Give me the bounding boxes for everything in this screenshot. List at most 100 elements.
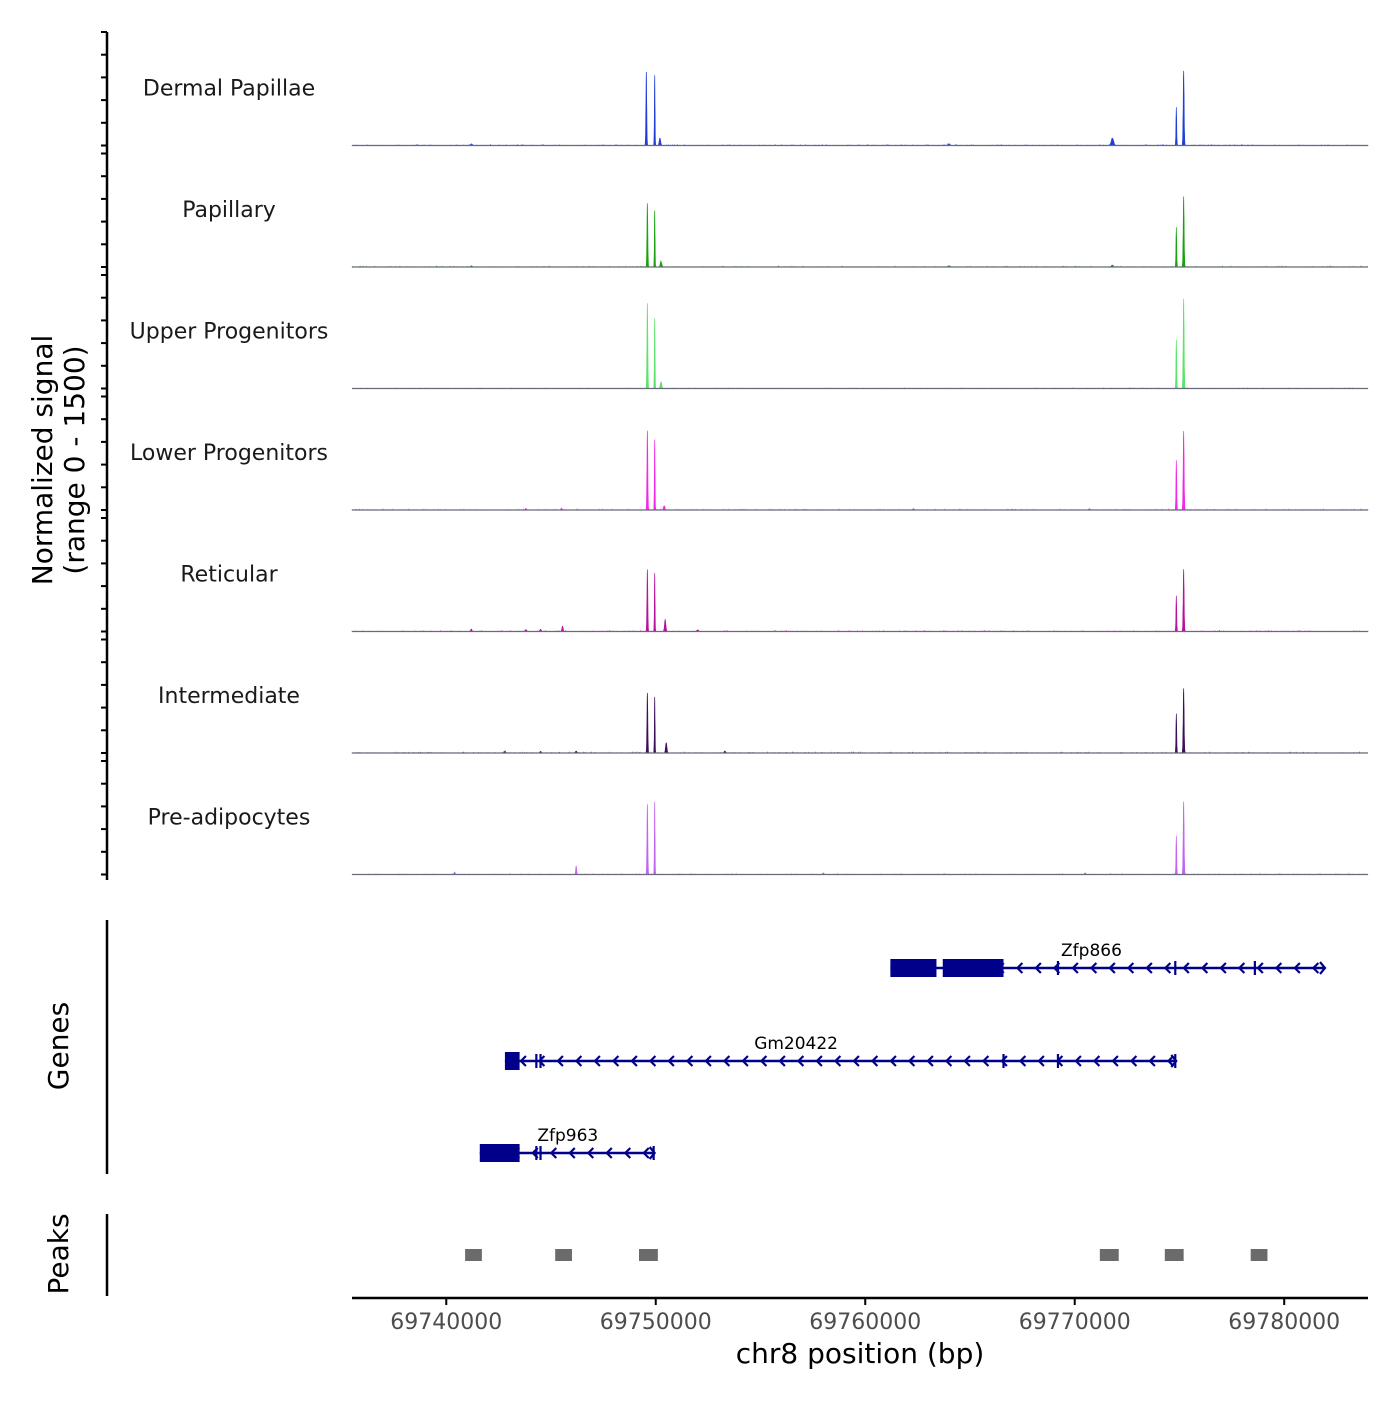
gene-end-cap (648, 1146, 657, 1160)
gene-strand-arrow (1145, 962, 1153, 974)
gene-strand-arrow (1182, 962, 1190, 974)
coverage-area-6 (351, 801, 1369, 876)
gene-strand-arrow (586, 1147, 595, 1159)
gene-strand-arrow (926, 1055, 934, 1067)
gene-strand-arrow (722, 1055, 731, 1067)
coverage-area-1 (351, 196, 1369, 269)
gene-strand-arrow (704, 1055, 712, 1067)
gene-strand-arrow (796, 1055, 805, 1067)
gene-strand-arrow (685, 1055, 694, 1067)
gene-strand-arrow (1015, 962, 1024, 974)
gene-strand-arrow (1129, 1055, 1138, 1067)
peaks-panel (105, 1214, 1268, 1296)
gene-strand-arrow (648, 1055, 657, 1067)
coverage-panel: Dermal Papillae Papillary Upper Progenitor… (101, 31, 1369, 880)
genes-panel: Zfp866 Gm20422 Zfp963 (105, 920, 1327, 1174)
gene-strand-arrow (778, 1055, 786, 1067)
track-label-0: Dermal Papillae (143, 77, 315, 102)
gene-label-0: Zfp866 (1061, 941, 1122, 961)
gene-strand-arrow (667, 1055, 675, 1067)
coverage-area-2 (351, 298, 1369, 390)
gene-strand-arrow (1274, 962, 1283, 974)
gene-strand-arrow (1000, 1055, 1008, 1067)
gene-strand-arrow (611, 1055, 620, 1067)
gene-strand-arrow (759, 1055, 768, 1067)
gene-exon-1-0 (504, 1052, 520, 1070)
gene-strand-arrow (1237, 962, 1246, 974)
peak-region-2 (638, 1249, 658, 1261)
gene-strand-arrow (1089, 962, 1098, 974)
gene-strand-arrow (981, 1055, 990, 1067)
gene-strand-arrow (630, 1055, 638, 1067)
gene-exon-0-1 (942, 959, 1004, 977)
track-label-5: Intermediate (158, 684, 300, 709)
gene-exon-2-0 (479, 1144, 520, 1162)
gene-strand-arrow (556, 1055, 564, 1067)
gene-strand-arrow (537, 1055, 546, 1067)
peaks-axis-title: Peaks (42, 1213, 75, 1294)
coverage-area-3 (351, 430, 1369, 512)
gene-strand-arrow (1126, 962, 1135, 974)
gene-end-cap (1319, 961, 1327, 975)
track-label-3: Lower Progenitors (130, 441, 328, 466)
gene-strand-arrow (1166, 1055, 1175, 1067)
gene-strand-arrow (593, 1055, 601, 1067)
gene-strand-arrow (1037, 1055, 1045, 1067)
coverage-area-5 (351, 688, 1369, 755)
gene-strand-arrow (1071, 962, 1079, 974)
gene-strand-arrow (870, 1055, 879, 1067)
gene-strand-arrow (815, 1055, 823, 1067)
x-axis: 69740000 69750000 69760000 69770000 69780000 (352, 1296, 1368, 1335)
coverage-area-0 (351, 70, 1369, 147)
gene-strand-arrow (1034, 962, 1042, 974)
peak-region-1 (555, 1249, 572, 1261)
x-tick-label-2: 69760000 (809, 1310, 921, 1335)
track-label-2: Upper Progenitors (130, 320, 329, 345)
x-tick-label-1: 69750000 (600, 1310, 712, 1335)
gene-strand-arrow (623, 1147, 632, 1159)
y-axis-title-line1: Normalized signal (26, 335, 59, 586)
gene-exon-0-0 (890, 959, 937, 977)
gene-strand-arrow (574, 1055, 583, 1067)
gene-label-1: Gm20422 (754, 1034, 838, 1054)
gene-label-2: Zfp963 (537, 1126, 598, 1146)
genes-axis-title: Genes (42, 1002, 75, 1090)
gene-strand-arrow (1074, 1055, 1082, 1067)
gene-strand-arrow (549, 1147, 558, 1159)
gene-strand-arrow (889, 1055, 897, 1067)
gene-strand-arrow (852, 1055, 860, 1067)
y-axis-title-line2: (range 0 - 1500) (58, 345, 91, 574)
x-axis-title: chr8 position (bp) (736, 1337, 985, 1370)
gene-strand-arrow (1108, 962, 1116, 974)
gene-strand-arrow (1293, 962, 1301, 974)
gene-strand-arrow (1018, 1055, 1027, 1067)
gene-strand-arrow (642, 1147, 650, 1159)
gene-strand-arrow (963, 1055, 971, 1067)
gene-strand-arrow (605, 1147, 613, 1159)
gene-strand-arrow (944, 1055, 953, 1067)
track-label-1: Papillary (182, 198, 276, 223)
track-label-6: Pre-adipocytes (148, 806, 311, 831)
x-tick-label-0: 69740000 (390, 1310, 502, 1335)
gene-strand-arrow (1256, 962, 1264, 974)
gene-strand-arrow (1111, 1055, 1119, 1067)
gene-strand-arrow (1311, 962, 1320, 974)
gene-strand-arrow (907, 1055, 916, 1067)
peak-region-0 (465, 1249, 482, 1261)
gene-strand-arrow (1200, 962, 1209, 974)
coverage-area-4 (351, 569, 1369, 633)
gene-strand-arrow (1163, 962, 1172, 974)
y-axis-title-group: Normalized signal (range 0 - 1500) (26, 335, 91, 586)
gene-strand-arrow (1148, 1055, 1156, 1067)
peak-region-5 (1250, 1249, 1268, 1261)
gene-strand-arrow (1219, 962, 1227, 974)
track-label-4: Reticular (180, 563, 278, 588)
gene-strand-arrow (833, 1055, 842, 1067)
peak-region-4 (1164, 1249, 1184, 1261)
x-tick-label-4: 69780000 (1228, 1310, 1340, 1335)
gene-strand-arrow (568, 1147, 576, 1159)
gene-strand-arrow (1092, 1055, 1101, 1067)
gene-end-cap (1170, 1054, 1178, 1068)
